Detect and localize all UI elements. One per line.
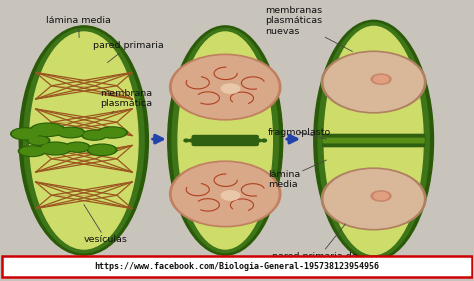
Ellipse shape bbox=[318, 23, 429, 258]
Ellipse shape bbox=[374, 76, 389, 83]
Ellipse shape bbox=[324, 170, 423, 228]
Ellipse shape bbox=[262, 139, 266, 142]
Ellipse shape bbox=[39, 142, 72, 155]
Ellipse shape bbox=[19, 26, 148, 255]
Text: vesículas: vesículas bbox=[84, 205, 128, 244]
Ellipse shape bbox=[29, 137, 48, 144]
Ellipse shape bbox=[221, 84, 240, 93]
Ellipse shape bbox=[41, 143, 70, 154]
Ellipse shape bbox=[321, 168, 426, 230]
Ellipse shape bbox=[324, 53, 423, 111]
Ellipse shape bbox=[371, 191, 391, 201]
Ellipse shape bbox=[256, 139, 261, 142]
Text: membrana
plasmática: membrana plasmática bbox=[100, 89, 153, 113]
Text: pared primaria de
las células hijas: pared primaria de las células hijas bbox=[273, 224, 358, 272]
Ellipse shape bbox=[168, 26, 283, 255]
FancyBboxPatch shape bbox=[323, 134, 424, 147]
Ellipse shape bbox=[98, 127, 127, 138]
Ellipse shape bbox=[24, 28, 144, 253]
Ellipse shape bbox=[18, 146, 46, 157]
Ellipse shape bbox=[189, 139, 194, 142]
Ellipse shape bbox=[20, 147, 44, 155]
Ellipse shape bbox=[30, 32, 138, 249]
Text: lámina
media: lámina media bbox=[268, 160, 327, 189]
Ellipse shape bbox=[83, 131, 105, 139]
Ellipse shape bbox=[324, 26, 423, 255]
Ellipse shape bbox=[178, 32, 273, 249]
Ellipse shape bbox=[173, 163, 278, 225]
FancyBboxPatch shape bbox=[323, 138, 424, 143]
Ellipse shape bbox=[184, 139, 189, 142]
Ellipse shape bbox=[100, 128, 125, 137]
Ellipse shape bbox=[82, 130, 107, 140]
Ellipse shape bbox=[374, 192, 389, 200]
Ellipse shape bbox=[87, 144, 117, 156]
Ellipse shape bbox=[173, 56, 278, 118]
Text: https://www.facebook.com/Biologia-General-195738123954956: https://www.facebook.com/Biologia-Genera… bbox=[94, 262, 380, 271]
Ellipse shape bbox=[27, 136, 50, 145]
Ellipse shape bbox=[59, 128, 82, 137]
Ellipse shape bbox=[321, 51, 426, 113]
Ellipse shape bbox=[13, 129, 38, 139]
Text: lámina media: lámina media bbox=[46, 16, 111, 38]
FancyBboxPatch shape bbox=[2, 256, 472, 277]
Ellipse shape bbox=[30, 123, 65, 137]
Ellipse shape bbox=[89, 145, 115, 155]
Ellipse shape bbox=[65, 142, 90, 152]
Ellipse shape bbox=[371, 74, 391, 84]
Ellipse shape bbox=[221, 191, 240, 200]
Ellipse shape bbox=[172, 28, 278, 253]
FancyBboxPatch shape bbox=[192, 135, 258, 146]
Text: pared primaria: pared primaria bbox=[93, 41, 164, 63]
Ellipse shape bbox=[170, 54, 281, 120]
Ellipse shape bbox=[57, 127, 84, 138]
Text: membranas
plasmáticas
nuevas: membranas plasmáticas nuevas bbox=[265, 6, 353, 51]
Ellipse shape bbox=[67, 143, 88, 151]
Ellipse shape bbox=[11, 128, 40, 140]
Ellipse shape bbox=[170, 161, 281, 227]
Ellipse shape bbox=[32, 124, 63, 135]
Text: fragmoplasto: fragmoplasto bbox=[268, 128, 331, 139]
Ellipse shape bbox=[314, 20, 434, 261]
